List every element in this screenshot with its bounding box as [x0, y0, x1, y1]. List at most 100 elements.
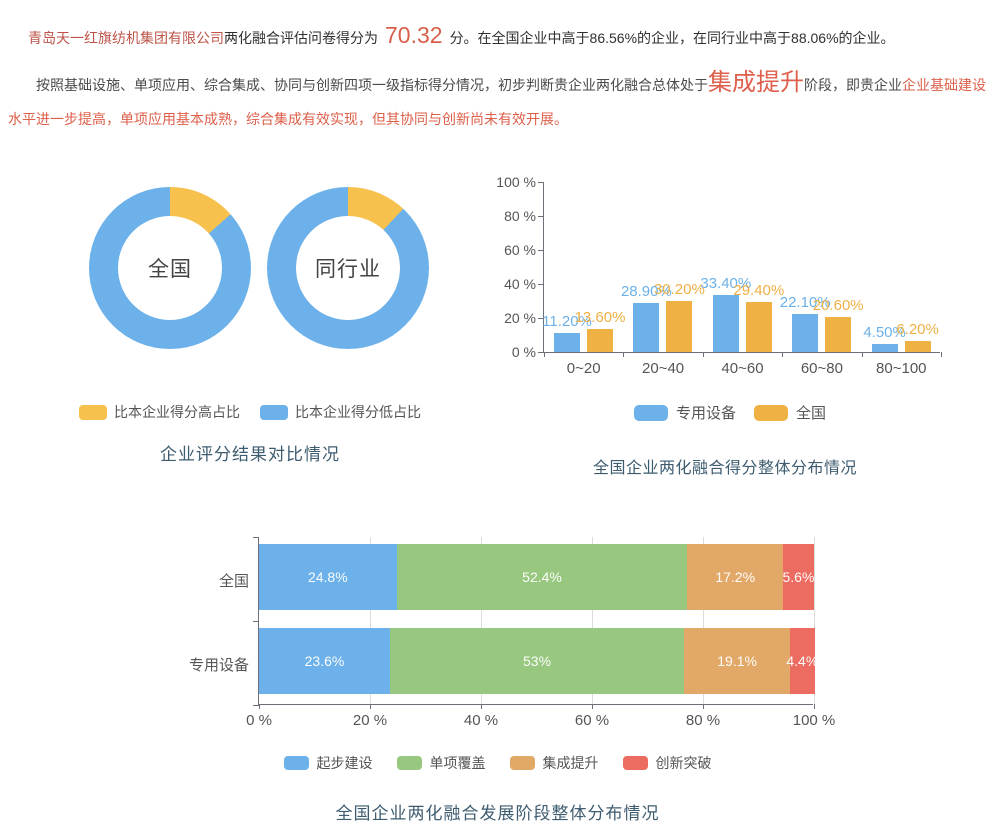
- grouped-bar-plot: 0 % 20 % 40 % 60 % 80 % 100 % 0~20 20~40 40~60 60…: [496, 174, 942, 377]
- legend-item-lower-share[interactable]: 比本企业得分低占比: [260, 402, 421, 422]
- donut-hole: 全国: [118, 216, 222, 320]
- score-lead-text: 两化融合评估问卷得分为: [224, 30, 378, 46]
- assessment-mid-text: 阶段，即贵企业: [804, 77, 902, 93]
- x-axis-category-label: 0~20: [566, 360, 601, 377]
- segment-value-label: 24.8%: [307, 569, 348, 585]
- x-axis-tick: [782, 352, 784, 357]
- gridline: [481, 537, 482, 705]
- legend-item-stage-innovation[interactable]: 创新突破: [622, 753, 712, 773]
- assessment-detail-text: 企业基础建设水平进一步提高，单项应用基本成熟，综合集成有效实现，但其协同与创新尚…: [8, 77, 986, 127]
- bar-value-label: 6.20%: [896, 321, 939, 339]
- bar-value-label: 4.50%: [863, 324, 906, 342]
- legend-swatch-red: [622, 756, 648, 770]
- grouped-bar-legend: 专用设备 全国: [495, 402, 965, 423]
- segment-value-label: 52.4%: [522, 569, 562, 585]
- y-axis-tick: [538, 250, 544, 251]
- legend-swatch-yellow: [79, 404, 107, 420]
- score-tail-text: 分。在全国企业中高于86.56%的企业，在同行业中高于88.06%的企业。: [449, 30, 895, 46]
- gridline: [370, 537, 371, 705]
- y-axis-tick: [253, 705, 259, 706]
- x-axis-tick: [814, 704, 815, 709]
- grouped-bar-title: 全国企业两化融合得分整体分布情况: [592, 460, 857, 477]
- segment-value-label: 53%: [523, 653, 552, 669]
- bar-全国: [825, 316, 852, 352]
- y-axis-tick: [538, 182, 544, 183]
- x-axis-label: 0 %: [246, 712, 272, 729]
- x-axis-tick: [370, 704, 371, 709]
- overall-score: 70.32: [385, 22, 443, 48]
- x-axis-tick: [703, 704, 704, 709]
- y-axis-tick: [253, 621, 259, 622]
- bar-专用设备: [554, 332, 580, 352]
- stacked-segment-起步建设: 23.6%: [259, 628, 390, 694]
- stacked-segment-单项覆盖: 53%: [389, 628, 685, 694]
- donut-label-industry: 同行业: [315, 258, 381, 281]
- legend-item-stage-start[interactable]: 起步建设: [283, 753, 373, 773]
- x-axis-label: 100 %: [792, 712, 836, 729]
- donut-chart-title: 企业评分结果对比情况: [160, 445, 340, 464]
- bar-value-label: 20.60%: [812, 296, 864, 314]
- stacked-segment-起步建设: 24.8%: [259, 544, 397, 610]
- legend-swatch-blue: [260, 404, 288, 420]
- legend-item-higher-share[interactable]: 比本企业得分高占比: [79, 402, 240, 422]
- x-axis-tick: [623, 352, 625, 357]
- bar-value-label: 28.90%: [620, 282, 672, 300]
- company-name: 青岛天一红旗纺机集团有限公司: [28, 30, 224, 46]
- y-axis-label: 20 %: [504, 310, 536, 326]
- bar-全国: [904, 341, 931, 352]
- x-axis-tick: [544, 352, 545, 357]
- legend-label: 创新突破: [655, 755, 712, 771]
- bar-value-label: 29.40%: [733, 282, 785, 300]
- legend-item-special-equipment[interactable]: 专用设备: [633, 402, 736, 423]
- stacked-segment-集成提升: 17.2%: [687, 544, 783, 610]
- legend-swatch-orange: [509, 756, 535, 770]
- legend-swatch-blue: [283, 756, 309, 770]
- stage-name: 集成提升: [708, 69, 804, 96]
- x-axis-tick: [259, 704, 260, 709]
- score-summary-paragraph: 青岛天一红旗纺机集团有限公司两化融合评估问卷得分为 70.32 分。在全国企业中高于…: [28, 20, 988, 53]
- legend-swatch-yellow: [754, 404, 788, 421]
- y-axis-tick: [538, 284, 544, 285]
- legend-label: 比本企业得分低占比: [295, 404, 421, 420]
- x-axis-tick: [702, 352, 704, 357]
- gridline: [814, 537, 815, 705]
- bar-value-label: 11.20%: [542, 312, 592, 330]
- stacked-bar-legend: 起步建设 单项覆盖 集成提升 创新突破: [0, 753, 995, 773]
- x-axis-category-label: 80~100: [876, 360, 927, 377]
- stacked-segment-创新突破: 4.4%: [786, 628, 818, 694]
- donut-legend: 比本企业得分高占比 比本企业得分低占比: [0, 402, 500, 422]
- bar-value-label: 22.10%: [779, 294, 831, 312]
- bar-专用设备: [871, 344, 898, 352]
- donut-chart-industry: 同行业: [267, 187, 429, 349]
- donut-chart-national: 全国: [89, 187, 251, 349]
- legend-label: 起步建设: [316, 755, 373, 771]
- x-axis-tick: [481, 704, 482, 709]
- x-axis-category-label: 40~60: [721, 360, 764, 377]
- stacked-segment-单项覆盖: 52.4%: [396, 544, 688, 610]
- gridline: [703, 537, 704, 705]
- legend-label: 全国: [796, 405, 827, 422]
- segment-value-label: 23.6%: [304, 653, 345, 669]
- y-axis-label: 40 %: [504, 276, 536, 292]
- legend-item-national[interactable]: 全国: [754, 402, 826, 423]
- legend-label: 集成提升: [542, 755, 599, 771]
- y-axis-label: 60 %: [504, 242, 536, 258]
- bar-value-label: 30.20%: [653, 280, 705, 298]
- gridline: [592, 537, 593, 705]
- segment-value-label: 19.1%: [717, 653, 757, 669]
- x-axis-label: 20 %: [352, 712, 388, 729]
- segment-value-label: 5.6%: [782, 569, 815, 585]
- legend-item-stage-integration[interactable]: 集成提升: [509, 753, 599, 773]
- segment-value-label: 4.4%: [786, 653, 819, 669]
- x-axis-tick: [861, 352, 863, 357]
- donut-label-national: 全国: [148, 258, 192, 281]
- assessment-lead-text: 按照基础设施、单项应用、综合集成、协同与创新四项一级指标得分情况，初步判断贵企业…: [36, 77, 708, 93]
- legend-item-stage-single[interactable]: 单项覆盖: [396, 753, 486, 773]
- bar-专用设备: [633, 302, 660, 352]
- x-axis-label: 80 %: [685, 712, 721, 729]
- bar-全国: [587, 328, 613, 352]
- x-axis-label: 60 %: [574, 712, 610, 729]
- bar-全国: [745, 302, 772, 352]
- x-axis-category-label: 20~40: [642, 360, 685, 377]
